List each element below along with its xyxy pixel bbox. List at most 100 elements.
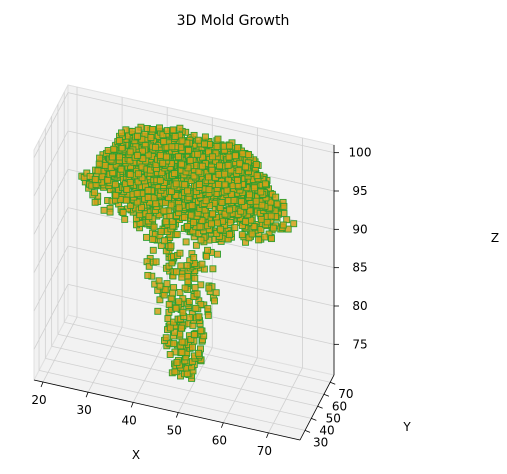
x-tick-mark: [40, 381, 44, 388]
mold-voxel-point: [193, 290, 201, 298]
mold-voxel-point: [118, 129, 125, 137]
grid-line-z-wall: [33, 92, 69, 158]
mold-voxel-point: [133, 190, 141, 198]
z-tick-label: 75: [352, 337, 367, 351]
grid-line-x-floor: [42, 316, 78, 383]
mold-voxel-point: [255, 236, 263, 244]
mold-voxel-point: [144, 194, 152, 201]
mold-voxel-point: [280, 202, 288, 210]
mold-voxel-point: [150, 223, 158, 231]
mold-voxel-point: [237, 207, 245, 215]
mold-voxel-point: [171, 133, 179, 140]
grid-line-x-floor: [268, 367, 303, 434]
x-tick-mark: [220, 422, 224, 428]
mold-voxel-point: [280, 210, 288, 217]
mold-voxel-point: [109, 153, 116, 161]
mold-voxel-point: [238, 198, 246, 205]
mold-voxel-point: [195, 349, 203, 357]
mold-voxel-point: [253, 172, 261, 180]
mold-voxel-point: [169, 289, 176, 297]
mold-voxel-point: [151, 143, 159, 151]
mold-voxel-point: [186, 314, 194, 322]
mold-voxel-point: [231, 224, 239, 232]
y-tick-label: 30: [313, 435, 328, 449]
mold-voxel-point: [159, 131, 167, 139]
mold-voxel-point: [111, 181, 119, 189]
mold-voxel-point: [195, 313, 203, 321]
y-axis-label: Y: [402, 420, 411, 434]
mold-voxel-point: [147, 134, 155, 141]
mold-voxel-point: [221, 210, 229, 218]
x-tick-label: 70: [257, 444, 272, 458]
y-tick-label: 50: [326, 411, 341, 425]
mold-voxel-point: [162, 218, 170, 226]
mold-voxel-point: [152, 200, 160, 208]
y-tick-mark: [323, 393, 330, 397]
mold-voxel-point: [176, 249, 184, 257]
mold-voxel-point: [184, 222, 191, 230]
mold-voxel-point: [166, 324, 174, 332]
mold-voxel-point: [95, 160, 103, 168]
mold-voxel-point: [284, 225, 292, 233]
mold-voxel-point: [198, 162, 206, 170]
mold-voxel-point: [182, 238, 190, 246]
mold-voxel-point: [227, 190, 235, 198]
mold-voxel-point: [267, 198, 275, 206]
mold-voxel-point: [126, 170, 134, 178]
mold-voxel-point: [152, 258, 160, 266]
mold-voxel-point: [204, 305, 212, 313]
y-tick-mark: [317, 405, 323, 409]
mold-voxel-point: [160, 138, 168, 146]
mold-voxel-point: [197, 327, 205, 335]
mold-voxel-point: [172, 268, 180, 276]
mold-voxel-point: [121, 215, 129, 223]
mold-voxel-point: [190, 331, 198, 339]
mold-voxel-point: [242, 218, 250, 226]
mold-voxel-point: [133, 151, 141, 159]
x-tick-label: 50: [167, 424, 182, 438]
grid-line-z-wall: [33, 169, 69, 235]
mold-voxel-point: [252, 161, 260, 168]
mold-voxel-point: [94, 167, 102, 175]
mold-voxel-point: [178, 273, 186, 281]
mold-voxel-point: [257, 188, 265, 196]
mold-voxel-point: [225, 142, 233, 150]
mold-voxel-point: [115, 153, 123, 161]
mold-voxel-point: [272, 193, 280, 201]
mold-voxel-point: [231, 152, 239, 160]
mold-voxel-point: [224, 197, 232, 205]
mold-voxel-point: [216, 162, 223, 170]
x-tick-mark: [266, 432, 269, 439]
grid-line-y-floor: [38, 369, 306, 431]
mold-voxel-point: [175, 153, 182, 161]
mold-voxel-point: [246, 207, 254, 215]
mold-voxel-point: [96, 154, 104, 162]
mold-voxel-point: [106, 208, 114, 216]
mold-voxel-point: [189, 343, 196, 351]
mold-voxel-point: [194, 136, 202, 144]
grid-line-z-back: [67, 245, 335, 307]
mold-voxel-point: [187, 336, 195, 343]
mold-voxel-point: [110, 145, 118, 153]
y-tick-mark: [304, 429, 311, 433]
z-tick-label: 80: [352, 299, 367, 313]
y-tick-label: 60: [332, 399, 347, 413]
mold-voxel-point: [208, 166, 216, 174]
mold-voxel-point: [165, 301, 173, 308]
scatter-points: [78, 123, 298, 382]
mold-voxel-point: [205, 284, 213, 292]
mold-voxel-point: [192, 304, 200, 312]
mold-voxel-point: [238, 231, 246, 239]
x-axis-line: [33, 379, 301, 441]
z-tick-label: 90: [352, 222, 367, 236]
mold-voxel-point: [169, 126, 177, 134]
x-tick-mark: [175, 412, 179, 418]
mold-voxel-point: [201, 133, 209, 141]
mold-voxel-point: [225, 153, 233, 161]
mold-voxel-point: [162, 334, 170, 342]
mold-voxel-point: [126, 148, 134, 156]
y-tick-mark: [330, 381, 336, 385]
mold-voxel-point: [269, 224, 277, 232]
mold-voxel-point: [211, 297, 218, 305]
z-tick-label: 100: [349, 146, 372, 160]
